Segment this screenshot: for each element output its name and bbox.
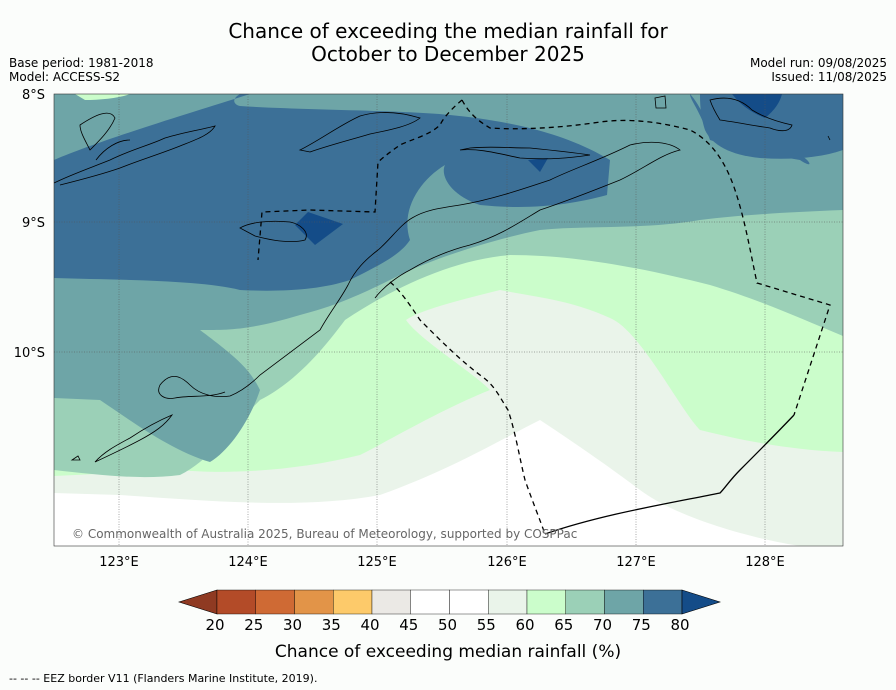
colorbar-swatch bbox=[294, 589, 334, 615]
lon-label-126e: 126°E bbox=[487, 555, 527, 570]
map-title: Chance of exceeding the median rainfall … bbox=[0, 20, 896, 66]
colorbar-tick-label: 80 bbox=[670, 616, 689, 634]
meta-right: Model run: 09/08/2025 Issued: 11/08/2025 bbox=[750, 56, 887, 84]
contour-fills bbox=[54, 94, 843, 546]
lon-label-125e: 125°E bbox=[357, 555, 397, 570]
colorbar-swatch bbox=[410, 589, 450, 615]
colorbar-swatch bbox=[371, 589, 411, 615]
copyright-text: © Commonwealth of Australia 2025, Bureau… bbox=[72, 527, 577, 541]
coastlines bbox=[54, 95, 831, 463]
zone-80-plus-3 bbox=[732, 94, 782, 118]
colorbar-label: Chance of exceeding median rainfall (%) bbox=[275, 642, 621, 662]
lon-label-124e: 124°E bbox=[228, 555, 268, 570]
lat-label-9s: 9°S bbox=[22, 216, 45, 231]
colorbar-tick-label: 25 bbox=[244, 616, 263, 634]
colorbar-swatch bbox=[255, 589, 295, 615]
eez-border-solid bbox=[544, 414, 795, 535]
eez-border bbox=[257, 99, 831, 535]
title-line-2: October to December 2025 bbox=[311, 42, 585, 66]
colorbar-swatch bbox=[333, 589, 373, 615]
colorbar-swatch bbox=[565, 589, 605, 615]
base-period: Base period: 1981-2018 bbox=[9, 56, 154, 70]
colorbar-tick-label: 40 bbox=[360, 616, 379, 634]
map-frame bbox=[53, 93, 844, 547]
lat-labels: 8°S 9°S 10°S bbox=[14, 88, 45, 361]
issued-date: Issued: 11/08/2025 bbox=[771, 70, 887, 84]
colorbar-tick-label: 35 bbox=[322, 616, 341, 634]
lon-label-128e: 128°E bbox=[745, 555, 785, 570]
title-line-1: Chance of exceeding the median rainfall … bbox=[228, 19, 668, 43]
meta-left: Base period: 1981-2018 Model: ACCESS-S2 bbox=[9, 56, 154, 84]
graticule bbox=[54, 94, 843, 546]
zone-60-65-nw bbox=[75, 94, 130, 100]
zone-80-plus-1 bbox=[295, 212, 343, 245]
colorbar-tick-label: 30 bbox=[283, 616, 302, 634]
colorbar-swatch bbox=[449, 589, 489, 615]
lat-label-8s: 8°S bbox=[22, 88, 45, 103]
colorbar-tick-label: 65 bbox=[554, 616, 573, 634]
zone-75-80 bbox=[54, 94, 810, 291]
colorbar-extend-high bbox=[681, 589, 721, 615]
colorbar-tick-label: 20 bbox=[205, 616, 224, 634]
colorbar-tick-label: 45 bbox=[399, 616, 418, 634]
zone-80-plus-2 bbox=[528, 158, 548, 172]
colorbar-tick-label: 60 bbox=[515, 616, 534, 634]
colorbar-swatch bbox=[526, 589, 566, 615]
colorbar: 20 25 30 35 40 45 50 55 60 65 70 75 80 bbox=[178, 589, 721, 634]
zone-75-80-east bbox=[700, 94, 843, 159]
colorbar-swatch bbox=[604, 589, 644, 615]
model-name: Model: ACCESS-S2 bbox=[9, 70, 121, 84]
colorbar-swatch bbox=[216, 589, 256, 615]
lon-label-127e: 127°E bbox=[616, 555, 656, 570]
lon-label-123e: 123°E bbox=[99, 555, 139, 570]
colorbar-tick-label: 50 bbox=[438, 616, 457, 634]
colorbar-tick-label: 55 bbox=[477, 616, 496, 634]
lat-label-10s: 10°S bbox=[14, 346, 45, 361]
model-run: Model run: 09/08/2025 bbox=[749, 56, 887, 70]
colorbar-tick-label: 70 bbox=[593, 616, 612, 634]
colorbar-extend-low bbox=[178, 589, 218, 615]
eez-footnote: -- -- -- EEZ border V11 (Flanders Marine… bbox=[9, 672, 318, 685]
lon-labels: 123°E 124°E 125°E 126°E 127°E 128°E bbox=[99, 555, 785, 570]
colorbar-tick-label: 75 bbox=[632, 616, 651, 634]
colorbar-swatch bbox=[643, 589, 683, 615]
colorbar-swatch bbox=[488, 589, 528, 615]
